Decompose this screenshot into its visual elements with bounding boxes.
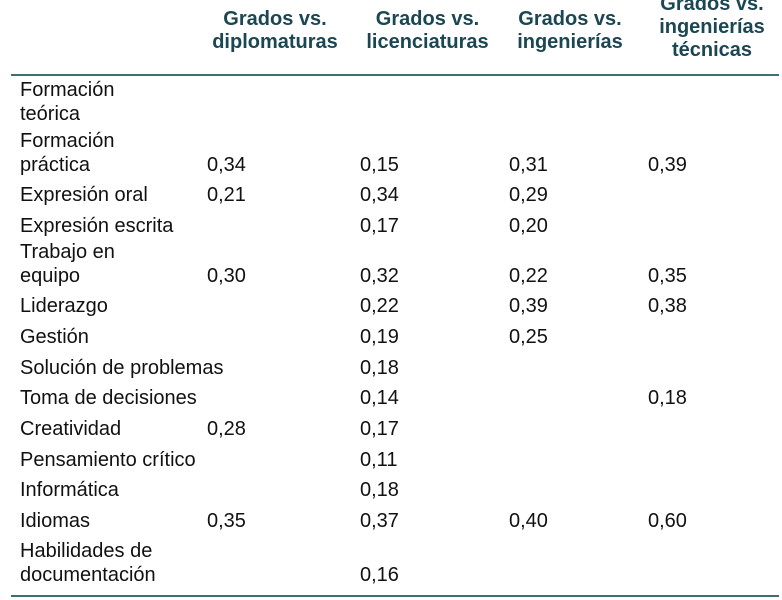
row-label: Solución de problemas	[20, 357, 224, 379]
cell-value: 0,17	[360, 418, 399, 440]
row-label: Formación práctica	[20, 130, 115, 176]
cell-value: 0,17	[360, 215, 399, 237]
cell-value: 0,39	[509, 295, 548, 317]
cell-value: 0,32	[360, 265, 399, 287]
row-label: Pensamiento crítico	[20, 449, 196, 471]
cell-value: 0,25	[509, 326, 548, 348]
cell-value: 0,34	[207, 154, 246, 176]
cell-value: 0,31	[509, 154, 548, 176]
cell-value: 0,15	[360, 154, 399, 176]
header-grados-vs-ingenierias-tecnicas: Grados vs. ingenierías técnicas	[659, 0, 765, 61]
cell-value: 0,20	[509, 215, 548, 237]
cell-value: 0,34	[360, 184, 399, 206]
row-label: Expresión escrita	[20, 215, 174, 237]
header-grados-vs-ingenierias: Grados vs. ingenierías	[517, 8, 623, 53]
cell-value: 0,29	[509, 184, 548, 206]
cell-value: 0,21	[207, 184, 246, 206]
row-label: Liderazgo	[20, 295, 108, 317]
row-label: Formación teórica	[20, 79, 115, 125]
cell-value: 0,22	[509, 265, 548, 287]
header-grados-vs-licenciaturas: Grados vs. licenciaturas	[366, 8, 489, 53]
row-label: Expresión oral	[20, 184, 148, 206]
row-label: Toma de decisiones	[20, 387, 197, 409]
row-label: Habilidades de documentación	[20, 540, 156, 586]
cell-value: 0,40	[509, 510, 548, 532]
row-label: Trabajo en equipo	[20, 241, 115, 287]
header-grados-vs-diplomaturas: Grados vs. diplomaturas	[212, 8, 338, 53]
row-label: Creatividad	[20, 418, 122, 440]
row-label: Gestión	[20, 326, 89, 348]
cell-value: 0,18	[360, 479, 399, 501]
cell-value: 0,18	[360, 357, 399, 379]
header-divider	[11, 74, 779, 76]
cell-value: 0,19	[360, 326, 399, 348]
cell-value: 0,22	[360, 295, 399, 317]
cell-value: 0,35	[648, 265, 687, 287]
row-label: Informática	[20, 479, 119, 501]
cell-value: 0,38	[648, 295, 687, 317]
cell-value: 0,39	[648, 154, 687, 176]
cell-value: 0,16	[360, 564, 399, 586]
row-label: Idiomas	[20, 510, 91, 532]
cell-value: 0,35	[207, 510, 246, 532]
cell-value: 0,37	[360, 510, 399, 532]
table-bottom-rule	[11, 595, 779, 597]
cell-value: 0,18	[648, 387, 687, 409]
cell-value: 0,11	[360, 449, 398, 471]
cell-value: 0,60	[648, 510, 687, 532]
cell-value: 0,14	[360, 387, 399, 409]
cell-value: 0,30	[207, 265, 246, 287]
cell-value: 0,28	[207, 418, 246, 440]
